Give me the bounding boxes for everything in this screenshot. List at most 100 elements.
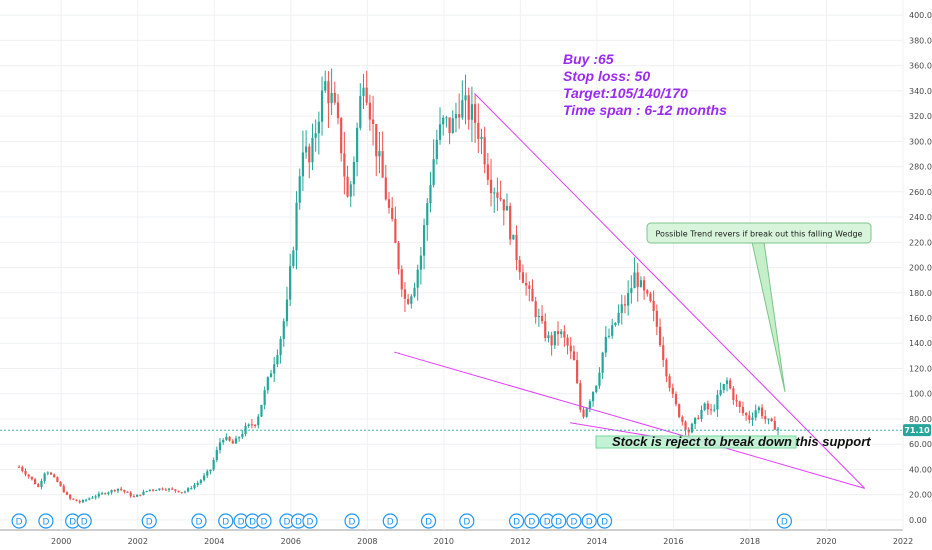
candle-body [674, 393, 678, 405]
candle-body [247, 424, 250, 427]
candle-body [607, 335, 611, 337]
y-tick-label: 20.00 [909, 491, 932, 500]
candle-body [84, 499, 88, 501]
breakout-callout[interactable]: Possible Trend revers if break out this … [646, 222, 872, 393]
candle-body [225, 436, 228, 441]
candle-body [231, 440, 234, 444]
candle-body [729, 380, 732, 389]
candle-body [604, 336, 607, 353]
candle-body [773, 421, 776, 430]
candle-body [327, 81, 330, 104]
y-tick-label: 80.00 [909, 415, 932, 424]
y-tick-label: 380.00 [909, 36, 932, 45]
candle-body [678, 404, 681, 418]
dividend-marker [566, 513, 582, 529]
candle-body [738, 401, 741, 407]
dividend-marker [420, 513, 437, 529]
candle-body [116, 488, 120, 491]
dividend-marker [38, 513, 54, 529]
candle-body [365, 87, 368, 103]
candle-body [454, 114, 458, 119]
candle-body [642, 280, 646, 291]
candle-body [569, 345, 572, 352]
candle-body [206, 471, 209, 476]
candle-body [62, 485, 65, 493]
candle-body [18, 466, 21, 468]
candle-body [623, 304, 627, 306]
dividend-marker-label: D [349, 518, 356, 528]
candle-body [279, 338, 282, 356]
candle-body [336, 102, 340, 119]
candle-body [505, 205, 509, 211]
dividend-marker [551, 513, 567, 529]
candle-body [652, 300, 655, 311]
candle-body [218, 442, 222, 450]
pattern-lines[interactable] [393, 93, 866, 489]
candle-body [349, 184, 352, 197]
candle-body [442, 117, 445, 125]
candle-body [458, 114, 461, 118]
candle-body [333, 92, 336, 103]
candle-body [757, 407, 760, 411]
y-tick-label: 60.00 [909, 440, 932, 449]
candle-body [515, 234, 518, 260]
candle-body [410, 296, 413, 304]
candle-body [745, 413, 748, 416]
candle-body [171, 488, 174, 490]
candle-body [196, 482, 199, 485]
candle-body [75, 499, 78, 502]
candle-body [384, 177, 387, 200]
candle-body [486, 164, 489, 180]
candle-body [269, 373, 273, 378]
candle-body [760, 407, 764, 417]
candle-body [394, 218, 397, 244]
candle-body [467, 95, 470, 120]
candle-body [477, 122, 480, 139]
x-tick-label: 2022 [893, 537, 913, 546]
y-tick-label: 220.00 [909, 238, 932, 247]
candle-body [496, 192, 499, 198]
candle-body [776, 428, 780, 430]
dividend-marker-label: D [222, 518, 229, 528]
candle-body [531, 288, 534, 302]
candle-body [540, 315, 544, 322]
candle-body [91, 497, 94, 499]
candle-body [187, 488, 190, 492]
candle-body [585, 408, 588, 417]
candle-body [706, 403, 709, 410]
dividend-marker-label: D [146, 518, 153, 528]
candle-body [403, 289, 407, 299]
dividend-marker [218, 513, 234, 529]
candlestick-series[interactable] [18, 68, 780, 504]
candle-body [53, 474, 56, 478]
candle-body [282, 321, 285, 339]
candle-body [362, 87, 365, 97]
candle-body [473, 104, 477, 123]
candle-body [448, 117, 451, 134]
candle-body [751, 417, 754, 420]
candle-body [21, 466, 24, 471]
candle-body [591, 392, 595, 402]
candle-body [49, 472, 53, 475]
candle-body [732, 388, 735, 400]
candle-body [636, 272, 639, 287]
dividend-marker [508, 513, 525, 529]
candle-body [215, 449, 218, 461]
y-tick-label: 120.00 [909, 364, 932, 373]
candle-body [155, 489, 158, 491]
candle-body [694, 417, 697, 424]
candle-body [158, 488, 161, 490]
candle-body [547, 335, 550, 339]
candle-body [289, 266, 292, 300]
candle-body [566, 337, 569, 346]
dividend-marker-label: D [42, 518, 49, 528]
dividend-marker-label: D [249, 518, 256, 528]
candle-body [483, 137, 486, 165]
candle-body [544, 321, 547, 339]
time-span-label: Time span : 6-12 months [563, 102, 727, 118]
dividend-marker-label: D [387, 518, 394, 528]
y-tick-label: 240.00 [909, 213, 932, 222]
candle-body [324, 81, 327, 91]
